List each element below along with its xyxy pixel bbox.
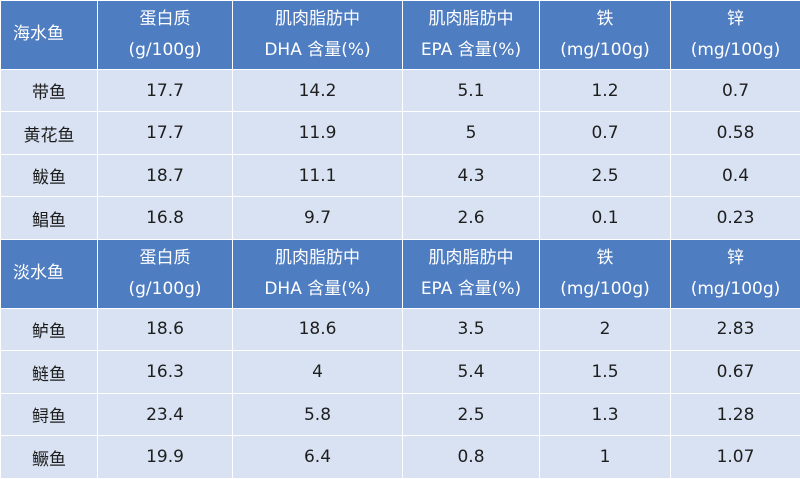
table-row: 鲟鱼 23.4 5.8 2.5 1.3 1.28 bbox=[0, 392, 800, 437]
value-cell: 0.1 bbox=[539, 196, 671, 240]
column-header-title: 肌肉脂肪中 bbox=[428, 247, 514, 268]
table-row: 鲢鱼 16.3 4 5.4 1.5 0.67 bbox=[0, 350, 800, 394]
fish-name-cell: 鲈鱼 bbox=[0, 307, 98, 352]
value-cell: 2.6 bbox=[402, 196, 540, 240]
section-header-row: 海水鱼 蛋白质 (g/100g) 肌肉脂肪中 DHA 含量(%) 肌肉脂肪中 EPA 含量(… bbox=[0, 0, 800, 70]
fish-name-cell: 带鱼 bbox=[0, 68, 98, 113]
value-cell: 1.28 bbox=[670, 392, 800, 437]
value-cell: 1.5 bbox=[539, 350, 671, 394]
group-label: 淡水鱼 bbox=[0, 238, 98, 309]
table-row: 带鱼 17.7 14.2 5.1 1.2 0.7 bbox=[0, 68, 800, 113]
value-cell: 6.4 bbox=[232, 435, 403, 479]
value-cell: 0.58 bbox=[670, 111, 800, 155]
column-header-unit: (mg/100g) bbox=[690, 39, 781, 60]
column-header: 锌 (mg/100g) bbox=[670, 0, 800, 70]
column-header-unit: (mg/100g) bbox=[560, 278, 650, 299]
value-cell: 1.2 bbox=[539, 68, 671, 113]
value-cell: 2.5 bbox=[539, 153, 671, 198]
table-row: 鲳鱼 16.8 9.7 2.6 0.1 0.23 bbox=[0, 196, 800, 240]
fish-name-cell: 鲟鱼 bbox=[0, 392, 98, 437]
value-cell: 11.9 bbox=[232, 111, 403, 155]
fish-name-cell: 鲳鱼 bbox=[0, 196, 98, 240]
column-header-unit: EPA 含量(%) bbox=[420, 39, 522, 60]
table-row: 鲅鱼 18.7 11.1 4.3 2.5 0.4 bbox=[0, 153, 800, 198]
value-cell: 2.5 bbox=[402, 392, 540, 437]
column-header-unit: (g/100g) bbox=[128, 278, 202, 299]
value-cell: 0.8 bbox=[402, 435, 540, 479]
value-cell: 5 bbox=[402, 111, 540, 155]
value-cell: 17.7 bbox=[97, 111, 233, 155]
value-cell: 0.23 bbox=[670, 196, 800, 240]
column-header-unit: (mg/100g) bbox=[690, 278, 781, 299]
value-cell: 2.83 bbox=[670, 307, 800, 352]
column-header-unit: (g/100g) bbox=[128, 39, 202, 60]
group-label: 海水鱼 bbox=[0, 0, 98, 70]
column-header-title: 肌肉脂肪中 bbox=[275, 8, 360, 29]
fish-name-cell: 鳜鱼 bbox=[0, 435, 98, 479]
value-cell: 5.8 bbox=[232, 392, 403, 437]
value-cell: 18.7 bbox=[97, 153, 233, 198]
column-header: 锌 (mg/100g) bbox=[670, 238, 800, 309]
column-header-title: 锌 bbox=[727, 247, 744, 268]
fish-name-cell: 鲅鱼 bbox=[0, 153, 98, 198]
value-cell: 1.3 bbox=[539, 392, 671, 437]
column-header: 肌肉脂肪中 EPA 含量(%) bbox=[402, 0, 540, 70]
value-cell: 1 bbox=[539, 435, 671, 479]
value-cell: 0.7 bbox=[539, 111, 671, 155]
value-cell: 18.6 bbox=[232, 307, 403, 352]
value-cell: 9.7 bbox=[232, 196, 403, 240]
value-cell: 16.8 bbox=[97, 196, 233, 240]
column-header-title: 铁 bbox=[596, 8, 614, 29]
column-header-title: 肌肉脂肪中 bbox=[275, 247, 360, 268]
value-cell: 4 bbox=[232, 350, 403, 394]
value-cell: 0.67 bbox=[670, 350, 800, 394]
column-header-title: 蛋白质 bbox=[139, 247, 191, 268]
table-row: 黄花鱼 17.7 11.9 5 0.7 0.58 bbox=[0, 111, 800, 155]
table-row: 鲈鱼 18.6 18.6 3.5 2 2.83 bbox=[0, 307, 800, 352]
value-cell: 14.2 bbox=[232, 68, 403, 113]
value-cell: 1.07 bbox=[670, 435, 800, 479]
value-cell: 4.3 bbox=[402, 153, 540, 198]
value-cell: 5.4 bbox=[402, 350, 540, 394]
fish-name-cell: 鲢鱼 bbox=[0, 350, 98, 394]
column-header: 蛋白质 (g/100g) bbox=[97, 238, 233, 309]
value-cell: 0.4 bbox=[670, 153, 800, 198]
column-header-title: 蛋白质 bbox=[139, 8, 191, 29]
column-header: 肌肉脂肪中 DHA 含量(%) bbox=[232, 238, 403, 309]
column-header-unit: DHA 含量(%) bbox=[264, 278, 371, 299]
value-cell: 11.1 bbox=[232, 153, 403, 198]
table-row: 鳜鱼 19.9 6.4 0.8 1 1.07 bbox=[0, 435, 800, 479]
value-cell: 19.9 bbox=[97, 435, 233, 479]
value-cell: 3.5 bbox=[402, 307, 540, 352]
value-cell: 16.3 bbox=[97, 350, 233, 394]
column-header-unit: DHA 含量(%) bbox=[264, 39, 371, 60]
column-header: 蛋白质 (g/100g) bbox=[97, 0, 233, 70]
value-cell: 17.7 bbox=[97, 68, 233, 113]
column-header: 肌肉脂肪中 DHA 含量(%) bbox=[232, 0, 403, 70]
column-header-title: 肌肉脂肪中 bbox=[428, 8, 514, 29]
column-header: 铁 (mg/100g) bbox=[539, 0, 671, 70]
column-header-unit: (mg/100g) bbox=[560, 39, 650, 60]
value-cell: 2 bbox=[539, 307, 671, 352]
fish-name-cell: 黄花鱼 bbox=[0, 111, 98, 155]
column-header-title: 锌 bbox=[727, 8, 744, 29]
section-header-row: 淡水鱼 蛋白质 (g/100g) 肌肉脂肪中 DHA 含量(%) 肌肉脂肪中 EPA 含量(… bbox=[0, 238, 800, 309]
value-cell: 5.1 bbox=[402, 68, 540, 113]
value-cell: 18.6 bbox=[97, 307, 233, 352]
column-header-unit: EPA 含量(%) bbox=[420, 278, 522, 299]
value-cell: 23.4 bbox=[97, 392, 233, 437]
column-header: 铁 (mg/100g) bbox=[539, 238, 671, 309]
column-header-title: 铁 bbox=[596, 247, 614, 268]
column-header: 肌肉脂肪中 EPA 含量(%) bbox=[402, 238, 540, 309]
value-cell: 0.7 bbox=[670, 68, 800, 113]
